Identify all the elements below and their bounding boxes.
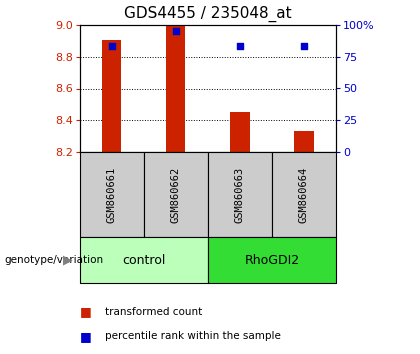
Text: transformed count: transformed count [105, 307, 202, 316]
Text: genotype/variation: genotype/variation [4, 255, 103, 265]
Bar [80, 237, 208, 283]
Text: GSM860664: GSM860664 [299, 167, 309, 223]
Text: GSM860662: GSM860662 [171, 167, 181, 223]
Text: RhoGDI2: RhoGDI2 [244, 254, 299, 267]
Bar [144, 152, 208, 237]
Bar [208, 237, 336, 283]
Bar [272, 152, 336, 237]
Text: ■: ■ [80, 305, 92, 318]
Title: GDS4455 / 235048_at: GDS4455 / 235048_at [124, 6, 292, 22]
Point [108, 44, 115, 49]
Point [301, 44, 307, 49]
Text: ▶: ▶ [63, 254, 73, 267]
Text: GSM860661: GSM860661 [107, 167, 117, 223]
Text: control: control [122, 254, 165, 267]
Text: GSM860663: GSM860663 [235, 167, 245, 223]
Text: ■: ■ [80, 330, 92, 343]
Text: percentile rank within the sample: percentile rank within the sample [105, 331, 281, 341]
Bar [208, 152, 272, 237]
Bar [102, 40, 121, 152]
Bar [294, 131, 314, 152]
Point [236, 44, 243, 49]
Bar [230, 112, 249, 152]
Bar [166, 25, 186, 152]
Point [173, 28, 179, 34]
Bar [80, 152, 144, 237]
